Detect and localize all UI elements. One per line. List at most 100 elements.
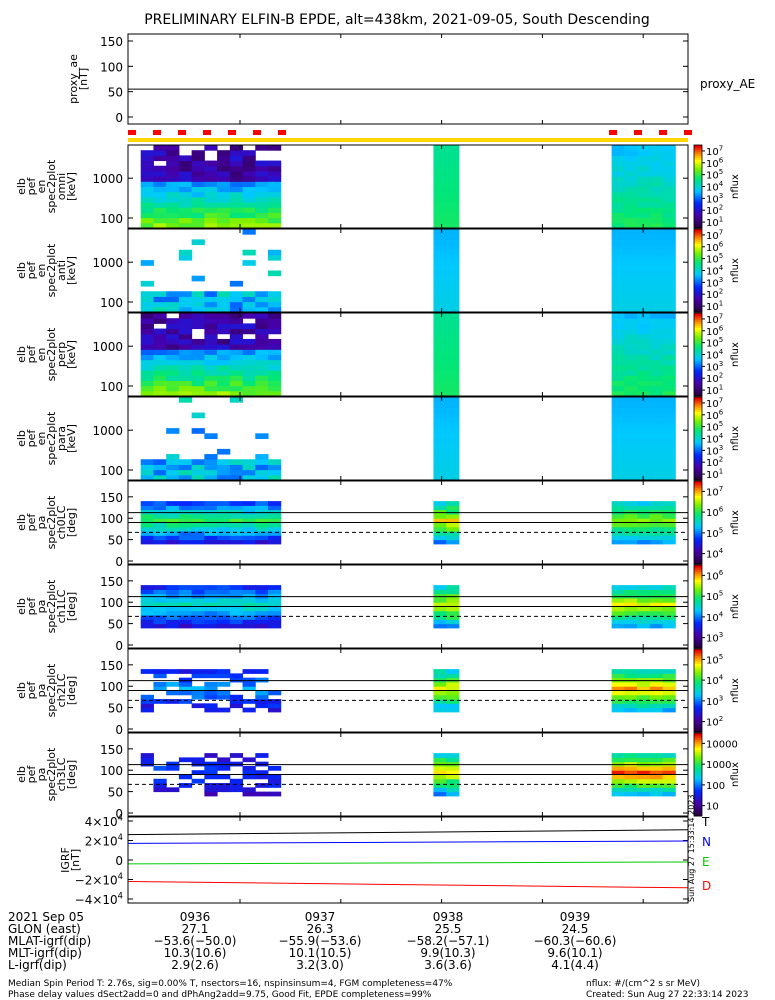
heatmap-cell <box>255 589 269 595</box>
heatmap-cell <box>649 249 664 256</box>
heatmap-cell <box>624 234 638 240</box>
heatmap-cell <box>204 328 218 335</box>
colorbar-cell <box>694 301 702 305</box>
colorbar-cell <box>694 223 702 227</box>
heatmap-cell <box>662 217 676 224</box>
heatmap-cell <box>178 619 193 625</box>
y-tick-label: 0 <box>115 111 123 125</box>
heatmap-cell <box>217 448 231 455</box>
colorbar-cell <box>694 702 702 706</box>
heatmap-cell <box>191 694 205 700</box>
heatmap-cell <box>433 286 447 292</box>
heatmap-cell <box>446 778 460 784</box>
heatmap-cell <box>268 518 282 523</box>
heatmap-cell <box>446 677 460 683</box>
heatmap-cell <box>217 531 231 536</box>
heatmap-cell <box>433 422 447 429</box>
igrf-legend-E: E <box>702 855 710 869</box>
heatmap-cell <box>649 699 664 704</box>
panel-frame <box>127 396 689 481</box>
heatmap-cell <box>637 202 651 208</box>
heatmap-cell <box>649 428 664 434</box>
heatmap-cell <box>242 623 256 629</box>
heatmap-cell <box>204 623 218 629</box>
heatmap-cell <box>268 254 282 261</box>
heatmap-cell <box>446 783 460 788</box>
heatmap-cell <box>166 469 180 476</box>
heatmap-cell <box>242 370 256 376</box>
heatmap-cell <box>649 509 664 515</box>
colorbar-cell <box>694 280 702 284</box>
heatmap-cell <box>268 707 282 713</box>
heatmap-cell <box>166 428 180 434</box>
colorbar-cell <box>694 356 702 360</box>
heatmap-cell <box>624 459 638 465</box>
heatmap-cell <box>242 155 256 162</box>
heatmap-cell <box>624 145 638 151</box>
colorbar-cell <box>694 145 702 148</box>
heatmap-cell <box>166 526 180 532</box>
heatmap-cell <box>637 770 651 775</box>
colorbar-cell <box>694 499 702 503</box>
heatmap-cell <box>166 610 180 616</box>
heatmap-cell <box>217 318 231 324</box>
heatmap-cell <box>178 690 193 696</box>
heatmap-cell <box>649 412 664 419</box>
heatmap-cell <box>191 615 205 620</box>
heatmap-cell <box>637 765 651 771</box>
heatmap-cell <box>191 761 205 767</box>
y-tick-label: 1000 <box>92 172 123 186</box>
colorbar-cell <box>694 579 702 583</box>
heatmap-cell <box>153 196 167 203</box>
heatmap-cell <box>229 181 244 187</box>
heatmap-cell <box>191 323 205 330</box>
colorbar-cell <box>694 757 702 761</box>
heatmap-cell <box>446 505 460 511</box>
heatmap-cell <box>649 397 664 403</box>
heatmap-cell <box>153 505 167 511</box>
colorbar-cell <box>694 305 702 309</box>
heatmap-cell <box>624 677 638 683</box>
heatmap-cell <box>637 207 651 213</box>
heatmap-cell <box>649 602 664 607</box>
colorbar-cell <box>694 549 702 553</box>
colorbar-cell <box>694 379 702 382</box>
heatmap-cell <box>217 774 231 780</box>
heatmap-cell <box>446 390 460 397</box>
heatmap-cell <box>446 474 460 481</box>
heatmap-cell <box>611 160 625 167</box>
heatmap-cell <box>433 448 447 455</box>
heatmap-cell <box>611 270 625 277</box>
heatmap-cell <box>140 615 154 620</box>
heatmap-cell <box>178 585 193 590</box>
heatmap-cell <box>255 433 269 439</box>
heatmap-cell <box>662 464 676 471</box>
heatmap-cell <box>268 181 282 187</box>
heatmap-cell <box>204 318 218 324</box>
heatmap-cell <box>268 589 282 595</box>
heatmap-cell <box>217 589 231 595</box>
heatmap-cell <box>178 474 193 481</box>
heatmap-cell <box>255 623 269 629</box>
heatmap-cell <box>191 522 205 528</box>
colorbar-cell <box>694 169 702 173</box>
heatmap-cell <box>191 513 205 519</box>
heatmap-cell <box>268 509 282 515</box>
panel-frame <box>127 648 689 733</box>
heatmap-cell <box>166 318 180 324</box>
heatmap-cell <box>140 155 154 162</box>
colorbar-cell <box>694 335 702 339</box>
heatmap-cell <box>191 619 205 625</box>
heatmap-cell <box>446 438 460 445</box>
heatmap-cell <box>433 505 447 511</box>
heatmap-cell <box>446 260 460 266</box>
heatmap-cell <box>649 170 664 177</box>
heatmap-cell <box>153 615 167 620</box>
colorbar-tick-label: 10000 <box>706 739 738 750</box>
heatmap-cell <box>433 610 447 616</box>
heatmap-cell <box>433 254 447 261</box>
colorbar-cell <box>694 307 702 311</box>
colorbar-cell <box>694 709 702 712</box>
heatmap-cell <box>204 501 218 506</box>
colorbar-tick-label: 101 <box>706 300 723 314</box>
